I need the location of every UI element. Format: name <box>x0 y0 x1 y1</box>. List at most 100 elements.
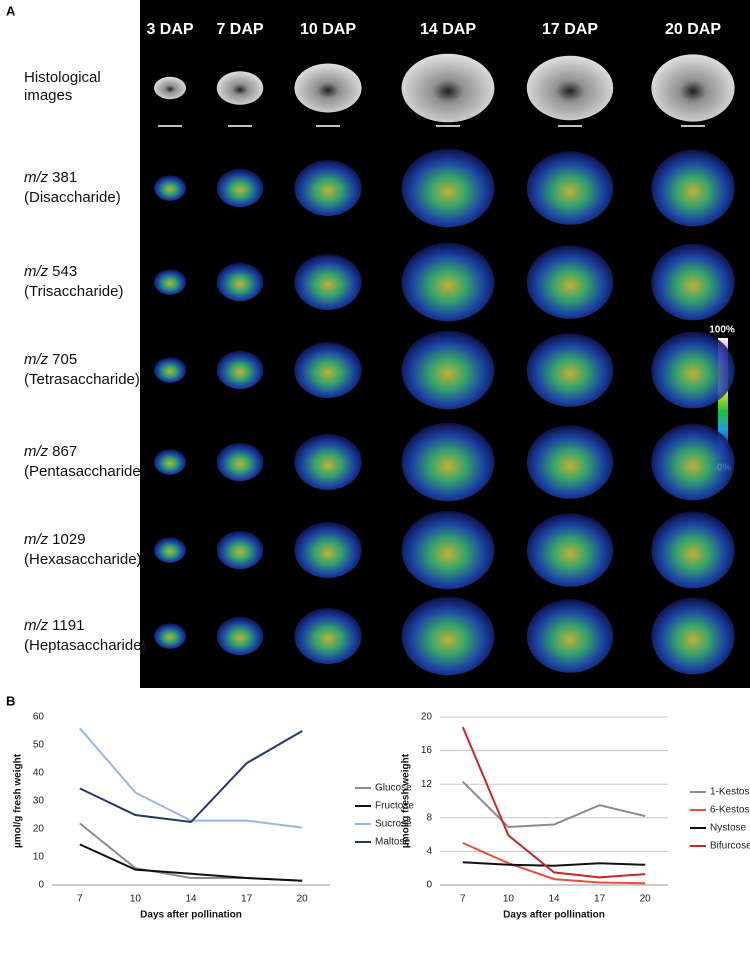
row-label: m/z 543 <box>24 263 77 280</box>
msi-image <box>651 423 735 501</box>
x-tick-label: 10 <box>130 894 142 905</box>
msi-image <box>216 168 264 208</box>
series-line <box>79 730 303 824</box>
x-tick-label: 7 <box>77 894 83 905</box>
panel-label: B <box>6 693 15 708</box>
x-tick-label: 10 <box>503 894 515 905</box>
legend-label: Sucrose <box>375 819 412 830</box>
y-tick-label: 30 <box>33 796 45 807</box>
x-axis-label: Days after pollination <box>503 910 605 921</box>
mz-prefix: m/z <box>24 169 49 186</box>
series-line <box>462 780 646 829</box>
y-tick-label: 60 <box>33 712 45 723</box>
series-line <box>79 843 303 882</box>
legend-label: Glucose <box>375 783 412 794</box>
msi-image <box>154 537 186 563</box>
column-header: 10 DAP <box>300 21 356 38</box>
row-label: m/z 1029 <box>24 531 86 548</box>
legend-label: Maltose <box>375 837 410 848</box>
msi-image <box>154 269 186 295</box>
mz-value: 1191 <box>52 617 84 634</box>
msi-image <box>526 245 614 319</box>
series-line <box>79 727 303 829</box>
histology-image <box>216 71 264 105</box>
msi-image <box>154 623 186 649</box>
msi-image <box>401 596 495 676</box>
msi-image <box>294 342 362 398</box>
y-tick-label: 0 <box>426 880 432 891</box>
histology-image <box>526 55 614 121</box>
column-header: 3 DAP <box>146 21 193 38</box>
msi-image <box>294 608 362 664</box>
column-header: 20 DAP <box>665 21 721 38</box>
series-line <box>79 822 303 882</box>
row-label: m/z 381 <box>24 169 77 186</box>
x-tick-label: 20 <box>297 894 309 905</box>
column-header: 14 DAP <box>420 21 476 38</box>
row-label: (Trisaccharide) <box>24 283 123 300</box>
y-tick-label: 20 <box>421 712 433 723</box>
msi-image <box>294 522 362 578</box>
mz-prefix: m/z <box>24 617 49 634</box>
msi-image <box>526 151 614 225</box>
mz-value: 543 <box>52 263 77 280</box>
msi-image <box>401 148 495 228</box>
msi-image <box>651 511 735 589</box>
y-tick-label: 12 <box>421 779 433 790</box>
histology-image <box>651 54 735 122</box>
row-label: (Disaccharide) <box>24 189 121 206</box>
row-label: images <box>24 87 72 104</box>
msi-image <box>526 513 614 587</box>
y-tick-label: 4 <box>426 846 432 857</box>
mz-value: 1029 <box>52 531 85 548</box>
y-tick-label: 10 <box>33 852 45 863</box>
x-tick-label: 14 <box>548 894 560 905</box>
msi-image <box>651 331 735 409</box>
mz-value: 705 <box>52 351 77 368</box>
row-label: (Tetrasaccharide) <box>24 371 140 388</box>
x-tick-label: 17 <box>594 894 606 905</box>
mz-prefix: m/z <box>24 351 49 368</box>
row-label: m/z 1191 <box>24 617 84 634</box>
legend-label: Fructose <box>375 801 414 812</box>
series-line <box>462 861 646 867</box>
msi-image <box>216 442 264 482</box>
series-line <box>462 842 646 885</box>
row-label: (Pentasaccharide) <box>24 463 146 480</box>
mz-value: 381 <box>52 169 77 186</box>
legend-label: 1-Kestose <box>710 787 750 798</box>
row-label: (Hexasaccharide) <box>24 551 142 568</box>
x-tick-label: 14 <box>185 894 197 905</box>
histology-image <box>401 53 495 123</box>
msi-image <box>216 262 264 302</box>
msi-image <box>294 434 362 490</box>
x-axis-label: Days after pollination <box>140 910 242 921</box>
y-tick-label: 20 <box>33 824 45 835</box>
row-label: (Heptasaccharide) <box>24 637 147 654</box>
msi-image <box>401 510 495 590</box>
series-line <box>461 726 646 879</box>
x-tick-label: 7 <box>460 894 466 905</box>
msi-image <box>216 616 264 656</box>
y-tick-label: 40 <box>33 768 45 779</box>
row-label: m/z 705 <box>24 351 77 368</box>
column-header: 7 DAP <box>216 21 263 38</box>
msi-image <box>294 160 362 216</box>
msi-image <box>154 175 186 201</box>
column-header: 17 DAP <box>542 21 598 38</box>
msi-image <box>401 330 495 410</box>
y-tick-label: 16 <box>421 745 433 756</box>
y-tick-label: 50 <box>33 740 45 751</box>
msi-image <box>651 243 735 321</box>
scale-max: 100% <box>709 325 735 336</box>
y-axis-label: µmol/g fresh weight <box>13 753 24 848</box>
msi-image <box>401 242 495 322</box>
row-label: m/z 867 <box>24 443 77 460</box>
histology-image <box>154 76 186 100</box>
mz-value: 867 <box>52 443 77 460</box>
mz-prefix: m/z <box>24 263 49 280</box>
legend-label: Nystose <box>710 823 747 834</box>
row-label: Histological <box>24 69 101 86</box>
msi-image <box>526 333 614 407</box>
